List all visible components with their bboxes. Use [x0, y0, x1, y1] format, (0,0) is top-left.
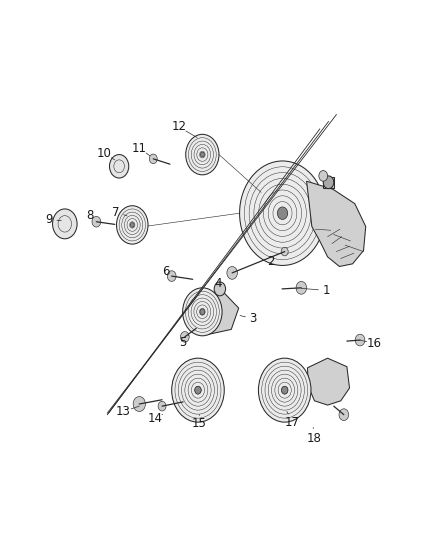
- Text: 4: 4: [214, 277, 222, 290]
- Text: 15: 15: [192, 417, 207, 430]
- Circle shape: [117, 206, 148, 244]
- Circle shape: [110, 155, 129, 178]
- Circle shape: [200, 309, 205, 314]
- Circle shape: [180, 332, 189, 342]
- Circle shape: [133, 397, 145, 411]
- Circle shape: [183, 288, 222, 336]
- Circle shape: [200, 152, 205, 157]
- Text: 6: 6: [162, 265, 170, 278]
- Text: 11: 11: [132, 142, 147, 155]
- Circle shape: [149, 154, 157, 164]
- Circle shape: [319, 171, 328, 181]
- Text: 10: 10: [97, 147, 112, 160]
- Text: 14: 14: [148, 412, 163, 425]
- Text: 1: 1: [322, 284, 330, 297]
- Circle shape: [172, 358, 224, 422]
- Circle shape: [258, 358, 311, 422]
- Polygon shape: [307, 181, 366, 266]
- Text: 13: 13: [116, 405, 131, 418]
- Text: 7: 7: [112, 206, 120, 219]
- Circle shape: [131, 223, 134, 227]
- Circle shape: [214, 282, 226, 296]
- Circle shape: [339, 409, 349, 421]
- Polygon shape: [186, 292, 239, 335]
- Text: 9: 9: [45, 213, 53, 226]
- Circle shape: [227, 266, 237, 279]
- Text: 16: 16: [367, 337, 382, 350]
- Polygon shape: [307, 358, 350, 405]
- Text: 17: 17: [285, 416, 300, 429]
- Text: 3: 3: [250, 312, 257, 325]
- Circle shape: [186, 134, 219, 175]
- Text: 8: 8: [86, 209, 93, 222]
- Text: 5: 5: [180, 336, 187, 349]
- Text: 18: 18: [307, 432, 322, 445]
- Circle shape: [240, 161, 325, 265]
- Polygon shape: [323, 177, 334, 188]
- Circle shape: [92, 216, 101, 227]
- Circle shape: [167, 271, 176, 281]
- Circle shape: [53, 209, 77, 239]
- Circle shape: [282, 386, 288, 394]
- Circle shape: [195, 386, 201, 394]
- Circle shape: [281, 247, 288, 256]
- Text: 12: 12: [171, 120, 186, 133]
- Circle shape: [323, 176, 334, 189]
- Circle shape: [277, 207, 288, 220]
- Text: 2: 2: [267, 255, 275, 268]
- Circle shape: [296, 281, 307, 294]
- Circle shape: [355, 334, 365, 346]
- Circle shape: [158, 401, 166, 411]
